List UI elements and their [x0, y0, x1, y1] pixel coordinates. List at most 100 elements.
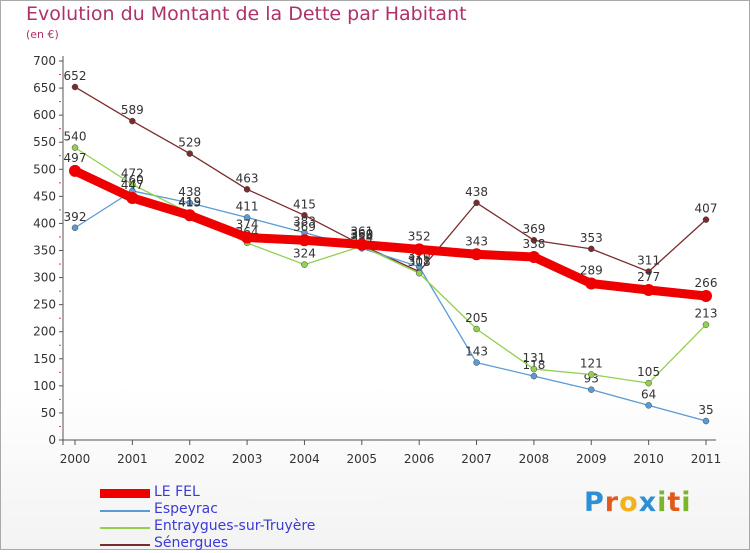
data-point [129, 117, 136, 125]
data-point [355, 238, 368, 251]
y-tick-label: 700 [33, 54, 56, 68]
data-label: 392 [64, 210, 87, 224]
data-label: 353 [580, 231, 603, 245]
x-tick-label: 2005 [347, 452, 378, 466]
data-point [71, 83, 79, 91]
data-label: 121 [580, 356, 603, 370]
series-senergues: 652 589 529 463 415 360 311 438 369 353 311 407 [64, 69, 717, 275]
data-label: 289 [580, 264, 603, 278]
data-label: 308 [408, 255, 431, 269]
data-point [473, 359, 480, 366]
x-tick-label: 2000 [60, 452, 91, 466]
data-point [183, 209, 196, 222]
y-tick-label: 500 [33, 162, 56, 176]
data-label: 369 [293, 220, 316, 234]
data-label: 205 [465, 311, 488, 325]
x-tick-label: 2011 [691, 452, 722, 466]
data-point [415, 263, 423, 270]
data-label: 415 [293, 197, 316, 211]
data-label: 352 [408, 229, 431, 243]
legend-swatch [100, 489, 150, 498]
data-point [470, 248, 483, 261]
x-tick-label: 2008 [519, 452, 550, 466]
data-label: 118 [522, 358, 545, 372]
data-point [473, 199, 480, 207]
data-label: 438 [178, 185, 201, 199]
data-point [71, 144, 79, 151]
data-point [702, 321, 710, 328]
logo-letter: x [638, 487, 658, 518]
data-label: 540 [64, 130, 87, 144]
series-le-fel: 497 447 415 374 369 361 352 343 338 289 277 266 [64, 151, 718, 302]
data-label: 369 [522, 222, 545, 236]
x-tick-label: 2009 [576, 452, 607, 466]
y-tick-label: 150 [33, 352, 56, 366]
series-line [74, 146, 707, 384]
data-point [186, 150, 193, 157]
data-label: 311 [637, 254, 660, 268]
data-point [129, 181, 136, 188]
x-tick-label: 2004 [289, 452, 320, 466]
data-point [700, 289, 712, 302]
data-label: 64 [641, 387, 656, 401]
y-tick-label: 350 [33, 244, 56, 258]
x-tick-label: 2006 [404, 452, 435, 466]
data-point [298, 234, 311, 247]
y-tick-label: 50 [41, 406, 56, 420]
legend-label: Entraygues-sur-Truyère [154, 518, 316, 534]
data-label: 266 [695, 276, 718, 290]
data-point [186, 199, 193, 207]
chart-title: Evolution du Montant de la Dette par Hab… [26, 3, 467, 25]
data-label: 463 [236, 171, 259, 185]
logo-letter: i [681, 487, 692, 518]
x-tick-label: 2007 [461, 452, 492, 466]
logo-letter: o [619, 487, 639, 518]
chart-unit: (en €) [26, 28, 59, 41]
y-tick-label: 450 [33, 189, 56, 203]
data-label: 213 [695, 307, 718, 321]
legend-swatch [100, 544, 150, 546]
data-point [530, 365, 538, 373]
data-label: 311 [408, 254, 431, 268]
data-label: 589 [121, 103, 144, 117]
data-label: 361 [350, 225, 373, 239]
y-tick-label: 200 [33, 325, 56, 339]
y-tick-label: 550 [33, 135, 56, 149]
legend-swatch [100, 527, 150, 529]
data-point [585, 277, 598, 290]
series-line [74, 190, 707, 422]
data-label: 35 [698, 403, 713, 417]
legend-swatch [100, 510, 150, 512]
data-point [413, 243, 426, 256]
data-point [71, 224, 79, 232]
data-label: 360 [350, 227, 373, 241]
x-tick-label: 2001 [117, 452, 148, 466]
data-label: 497 [64, 151, 87, 165]
x-tick-label: 2010 [633, 452, 664, 466]
y-tick-label: 250 [33, 298, 56, 312]
y-tick-label: 300 [33, 271, 56, 285]
data-label: 438 [465, 185, 488, 199]
y-tick-label: 650 [33, 81, 56, 95]
series-line [70, 166, 711, 301]
data-point [301, 212, 308, 219]
data-point [243, 186, 251, 193]
data-point [530, 236, 538, 244]
y-tick-label: 0 [48, 433, 56, 447]
x-tick-label: 2002 [174, 452, 205, 466]
data-label: 447 [121, 178, 144, 192]
data-label: 374 [236, 218, 259, 232]
y-tick-label: 400 [33, 216, 56, 230]
data-label: 383 [293, 215, 316, 229]
data-label: 324 [293, 247, 316, 261]
data-label: 143 [465, 345, 488, 359]
data-point [645, 268, 652, 275]
data-point [645, 379, 652, 387]
y-tick-label: 100 [33, 379, 56, 393]
data-point [702, 417, 710, 425]
data-label: 277 [637, 270, 660, 284]
data-label: 131 [522, 351, 545, 365]
data-label: 415 [178, 195, 201, 209]
